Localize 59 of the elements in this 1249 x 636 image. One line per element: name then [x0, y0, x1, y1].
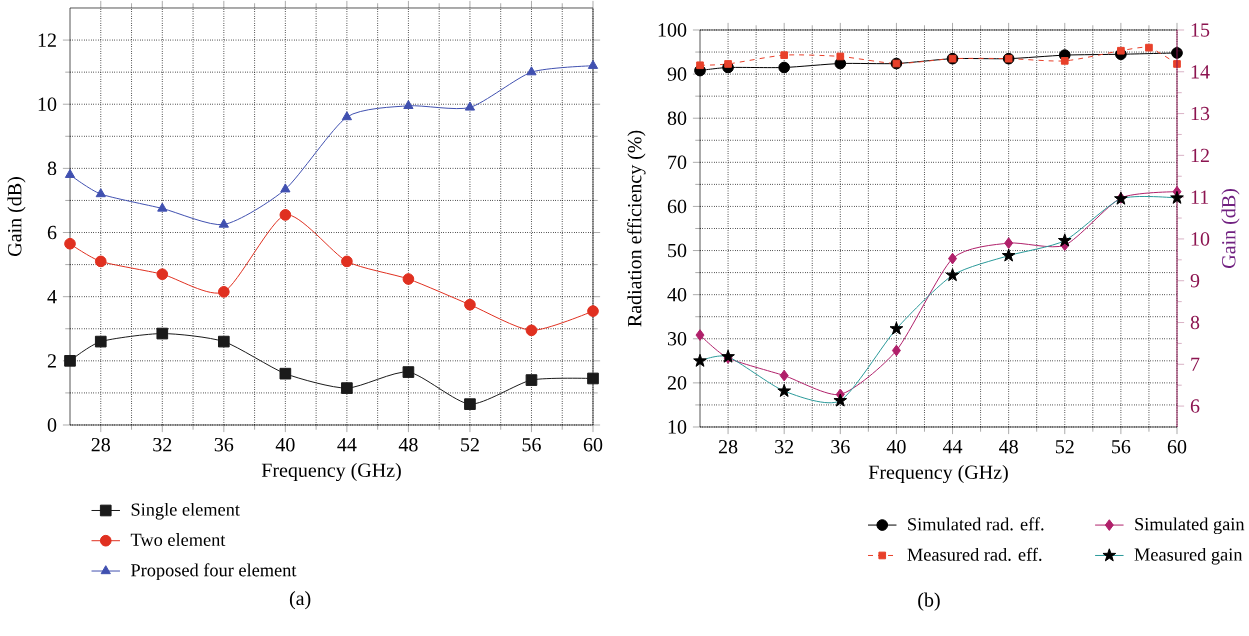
- y-tick-label: 50: [668, 243, 687, 258]
- y-tick-label: 10: [38, 97, 57, 111]
- x-axis-title: Frequency (GHz): [261, 462, 401, 482]
- y2-tick-label: 14: [1191, 65, 1210, 79]
- x-axis-title: Frequency (GHz): [868, 464, 1008, 484]
- y2-tick-label: 13: [1191, 106, 1210, 121]
- legend-label: Simulated rad. eff.: [908, 517, 1044, 531]
- y2-axis-title: Gain (dB): [1221, 189, 1240, 268]
- x-tick-label: 44: [337, 437, 357, 452]
- y-tick-label: 40: [667, 287, 687, 302]
- x-tick-label: 28: [91, 437, 110, 452]
- legend-label: Measured gain: [1134, 547, 1243, 565]
- y2-tick-label: 15: [1191, 23, 1210, 37]
- legend-label: Proposed four element: [131, 563, 297, 581]
- x-tick-label: 36: [831, 439, 850, 454]
- y-tick-label: 10: [668, 420, 687, 434]
- x-tick-label: 60: [1167, 439, 1187, 454]
- y-tick-label: 0: [47, 418, 57, 432]
- y-axis-title: Radiation efficiency (%): [627, 130, 646, 327]
- y2-tick-label: 8: [1190, 315, 1200, 330]
- y-tick-label: 8: [47, 161, 57, 176]
- x-tick-label: 56: [1112, 439, 1131, 454]
- x-tick-label: 44: [942, 439, 963, 454]
- legend-label: Single element: [131, 502, 240, 520]
- y-tick-label: 100: [658, 23, 687, 37]
- x-tick-label: 32: [775, 439, 794, 454]
- y2-tick-label: 12: [1191, 148, 1209, 162]
- y-tick-label: 60: [667, 199, 687, 214]
- y-tick-label: 30: [667, 332, 687, 346]
- x-tick-label: 48: [999, 439, 1018, 454]
- x-tick-label: 28: [718, 439, 738, 454]
- y2-tick-label: 6: [1190, 399, 1200, 413]
- x-tick-label: 40: [886, 439, 906, 454]
- y2-tick-label: 10: [1191, 232, 1210, 246]
- legend-label: Two element: [130, 533, 226, 546]
- x-tick-label: 40: [275, 437, 295, 452]
- y-tick-label: 12: [38, 33, 56, 47]
- text: (b): [918, 592, 940, 611]
- y-tick-label: 20: [667, 376, 687, 390]
- x-tick-label: 36: [214, 437, 234, 452]
- x-tick-label: 56: [522, 437, 541, 452]
- y2-tick-label: 11: [1191, 190, 1209, 204]
- legend-label: Simulated gain: [1135, 517, 1245, 535]
- y2-tick-label: 9: [1190, 274, 1200, 288]
- x-tick-label: 52: [461, 437, 479, 452]
- x-tick-label: 48: [398, 437, 418, 452]
- y-tick-label: 4: [47, 290, 57, 304]
- y-tick-label: 2: [47, 354, 56, 368]
- x-tick-label: 60: [583, 437, 603, 452]
- x-tick-label: 52: [1055, 439, 1074, 454]
- y-tick-label: 90: [667, 67, 687, 81]
- legend-label: Measured rad. eff.: [907, 547, 1042, 561]
- text: (a): [289, 591, 311, 610]
- y-tick-label: 80: [667, 111, 687, 125]
- y-tick-label: 6: [47, 225, 57, 240]
- x-tick-label: 32: [153, 437, 172, 452]
- y-axis-title: Gain (dB): [7, 177, 26, 256]
- y2-tick-label: 7: [1191, 357, 1200, 371]
- y-tick-label: 70: [668, 155, 687, 170]
